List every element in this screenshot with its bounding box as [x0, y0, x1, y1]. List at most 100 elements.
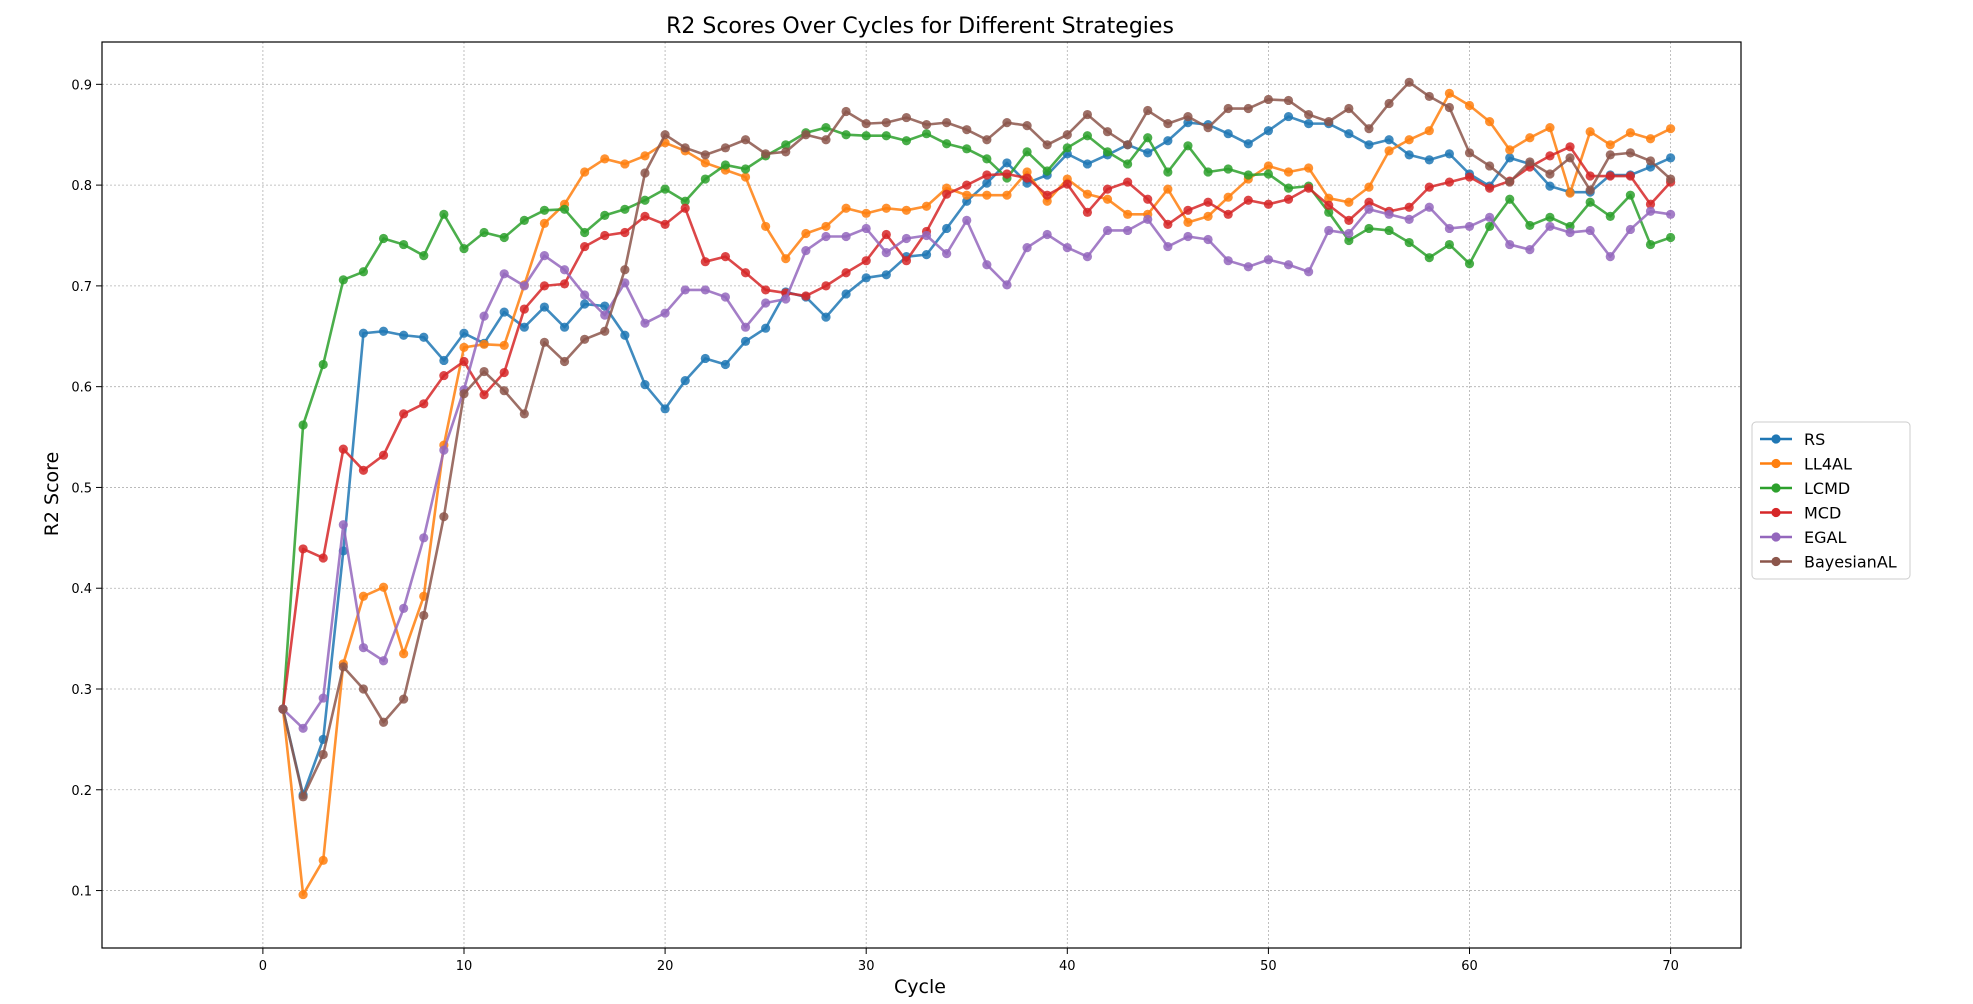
data-point-egal — [580, 290, 590, 300]
x-tick-label: 20 — [657, 959, 674, 974]
data-point-rs — [399, 330, 409, 340]
data-point-egal — [1444, 223, 1454, 234]
data-point-mcd — [318, 553, 328, 563]
data-point-egal — [962, 215, 972, 225]
data-point-mcd — [499, 367, 509, 378]
data-point-rs — [881, 270, 891, 280]
data-point-lcmd — [318, 359, 328, 370]
data-point-lcmd — [942, 139, 952, 149]
data-point-mcd — [1585, 171, 1595, 181]
data-point-lcmd — [861, 131, 871, 141]
data-point-mcd — [740, 268, 751, 278]
data-point-egal — [761, 298, 771, 308]
data-point-rs — [1404, 150, 1414, 160]
legend-swatch-marker — [1771, 532, 1781, 542]
data-point-bayesianal — [1123, 140, 1133, 150]
data-point-ll4al — [881, 203, 891, 213]
data-point-ll4al — [801, 228, 811, 239]
data-point-ll4al — [1223, 192, 1233, 202]
data-point-ll4al — [1082, 189, 1093, 199]
data-point-lcmd — [1062, 143, 1072, 153]
data-point-bayesianal — [419, 610, 429, 621]
data-point-egal — [1123, 225, 1133, 236]
data-point-lcmd — [559, 204, 570, 214]
data-point-rs — [1283, 111, 1294, 122]
data-point-bayesianal — [278, 704, 288, 714]
series-lines — [278, 77, 1676, 900]
data-point-bayesianal — [640, 168, 650, 178]
data-point-mcd — [1444, 177, 1454, 187]
y-tick-label: 0.8 — [71, 179, 92, 194]
data-point-bayesianal — [459, 389, 469, 399]
data-point-egal — [821, 231, 831, 242]
data-point-bayesianal — [1283, 95, 1294, 106]
data-point-bayesianal — [479, 366, 489, 377]
data-point-bayesianal — [1545, 169, 1555, 179]
data-point-bayesianal — [439, 512, 449, 522]
data-point-lcmd — [1324, 207, 1334, 217]
data-point-lcmd — [1605, 211, 1615, 221]
data-point-mcd — [479, 390, 489, 400]
data-point-bayesianal — [1203, 123, 1213, 133]
data-point-lcmd — [680, 196, 690, 206]
data-point-egal — [499, 269, 509, 279]
data-point-rs — [700, 353, 710, 364]
data-point-egal — [1545, 221, 1555, 232]
series-line-egal — [282, 205, 1671, 730]
data-point-rs — [982, 178, 992, 188]
data-point-mcd — [700, 257, 710, 267]
data-point-ll4al — [1183, 217, 1193, 227]
data-point-bayesianal — [378, 717, 389, 727]
data-point-egal — [1666, 209, 1676, 219]
data-point-egal — [942, 249, 952, 259]
x-tick-label: 40 — [1059, 959, 1076, 974]
data-point-bayesianal — [1384, 98, 1394, 109]
data-point-ll4al — [740, 172, 751, 182]
data-point-mcd — [580, 241, 590, 252]
data-point-lcmd — [1444, 239, 1454, 250]
data-point-rs — [1243, 139, 1253, 149]
data-point-bayesianal — [580, 334, 590, 344]
data-point-bayesianal — [1002, 118, 1012, 128]
data-point-egal — [1424, 202, 1434, 212]
data-point-mcd — [1545, 151, 1555, 161]
data-point-egal — [399, 603, 409, 613]
data-point-mcd — [1645, 199, 1656, 209]
series-lcmd — [278, 123, 1676, 714]
data-point-egal — [519, 281, 529, 291]
data-point-lcmd — [841, 130, 851, 140]
data-point-ll4al — [1324, 193, 1334, 203]
data-point-egal — [1605, 252, 1615, 262]
data-point-mcd — [1163, 219, 1173, 230]
data-point-lcmd — [1585, 197, 1595, 207]
data-point-lcmd — [439, 209, 449, 219]
data-point-bayesianal — [1082, 109, 1093, 120]
data-point-ll4al — [982, 190, 992, 200]
grid — [102, 42, 1741, 948]
data-point-ll4al — [1645, 134, 1656, 144]
data-point-mcd — [901, 256, 912, 266]
data-point-egal — [439, 445, 449, 455]
data-point-lcmd — [1344, 235, 1354, 246]
x-tick-label: 0 — [259, 959, 267, 974]
data-point-rs — [1444, 149, 1454, 159]
y-tick-label: 0.4 — [71, 582, 92, 597]
y-axis-label: R2 Score — [41, 452, 63, 537]
data-point-rs — [720, 359, 731, 370]
data-point-egal — [1283, 260, 1294, 270]
data-point-lcmd — [1645, 239, 1656, 250]
data-point-egal — [1404, 214, 1414, 224]
data-point-mcd — [660, 219, 670, 230]
data-point-ll4al — [298, 889, 308, 900]
data-point-mcd — [1102, 184, 1113, 194]
data-point-lcmd — [1082, 131, 1093, 141]
data-point-egal — [881, 248, 891, 258]
y-tick-label: 0.7 — [71, 280, 92, 295]
data-point-rs — [539, 302, 550, 312]
data-point-bayesianal — [1444, 102, 1454, 113]
series-mcd — [278, 142, 1676, 714]
data-point-lcmd — [1143, 133, 1153, 143]
data-point-bayesianal — [740, 135, 751, 145]
x-tick-label: 50 — [1260, 959, 1277, 974]
